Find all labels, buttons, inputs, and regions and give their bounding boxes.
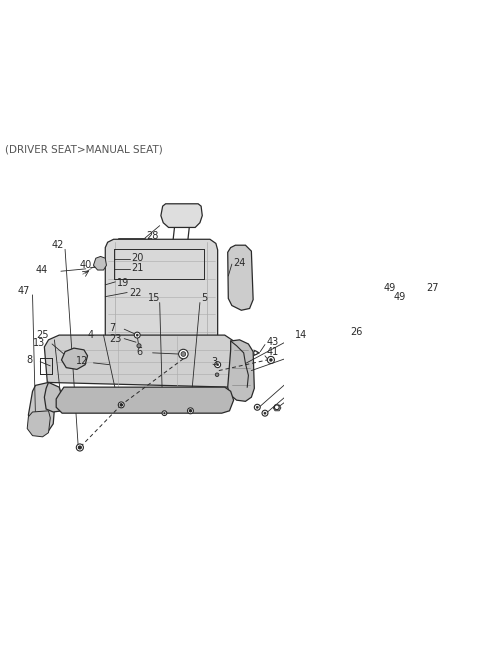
Text: 47: 47: [18, 286, 30, 296]
Text: 22: 22: [129, 287, 142, 298]
Circle shape: [78, 446, 81, 449]
Circle shape: [137, 344, 141, 348]
Text: 42: 42: [52, 240, 64, 250]
Text: 14: 14: [295, 330, 307, 340]
Text: 7: 7: [109, 323, 116, 333]
Text: 21: 21: [132, 262, 144, 273]
Polygon shape: [28, 382, 56, 433]
Circle shape: [162, 411, 167, 415]
Polygon shape: [273, 405, 281, 411]
Text: 44: 44: [36, 265, 48, 275]
Text: 8: 8: [26, 355, 33, 365]
Circle shape: [79, 446, 81, 449]
Text: 20: 20: [132, 253, 144, 263]
Circle shape: [189, 409, 192, 412]
Polygon shape: [56, 387, 234, 413]
Text: 27: 27: [426, 283, 438, 293]
Text: 4: 4: [87, 330, 94, 340]
Circle shape: [254, 351, 257, 355]
Circle shape: [262, 410, 268, 416]
Circle shape: [120, 403, 122, 406]
Text: 40: 40: [79, 260, 92, 270]
Text: 5: 5: [201, 293, 207, 304]
Circle shape: [189, 410, 192, 412]
Circle shape: [267, 356, 275, 363]
Text: 49: 49: [383, 283, 396, 293]
Text: 13: 13: [33, 338, 45, 348]
Circle shape: [215, 361, 221, 367]
Circle shape: [120, 403, 122, 406]
Circle shape: [188, 408, 193, 414]
Polygon shape: [94, 256, 107, 270]
Polygon shape: [44, 335, 237, 387]
Circle shape: [216, 363, 219, 366]
Circle shape: [136, 334, 138, 337]
Circle shape: [181, 352, 185, 356]
Text: 41: 41: [266, 346, 278, 357]
Text: 24: 24: [234, 258, 246, 268]
Text: 3: 3: [212, 357, 218, 367]
Polygon shape: [105, 239, 217, 356]
Circle shape: [264, 412, 266, 415]
Polygon shape: [27, 411, 50, 437]
Circle shape: [275, 405, 279, 409]
Circle shape: [254, 404, 260, 410]
Text: (DRIVER SEAT>MANUAL SEAT): (DRIVER SEAT>MANUAL SEAT): [5, 144, 163, 155]
Polygon shape: [161, 204, 202, 228]
Polygon shape: [228, 245, 253, 310]
Circle shape: [179, 349, 188, 359]
Text: 43: 43: [266, 337, 278, 347]
Circle shape: [269, 358, 272, 361]
Circle shape: [164, 412, 165, 414]
Text: 26: 26: [350, 327, 362, 337]
Text: 15: 15: [148, 293, 160, 304]
Text: 6: 6: [136, 346, 142, 357]
Text: 23: 23: [109, 334, 122, 344]
Circle shape: [76, 444, 84, 451]
Polygon shape: [44, 382, 64, 412]
Circle shape: [256, 406, 258, 409]
Circle shape: [118, 402, 124, 408]
Text: 12: 12: [76, 356, 88, 365]
Text: 19: 19: [117, 278, 129, 288]
Text: 28: 28: [147, 232, 159, 241]
Circle shape: [216, 373, 219, 377]
Polygon shape: [228, 340, 254, 401]
Circle shape: [181, 352, 186, 356]
Circle shape: [134, 332, 140, 338]
Polygon shape: [61, 348, 87, 369]
Text: 49: 49: [393, 292, 406, 302]
Text: 25: 25: [36, 330, 49, 340]
